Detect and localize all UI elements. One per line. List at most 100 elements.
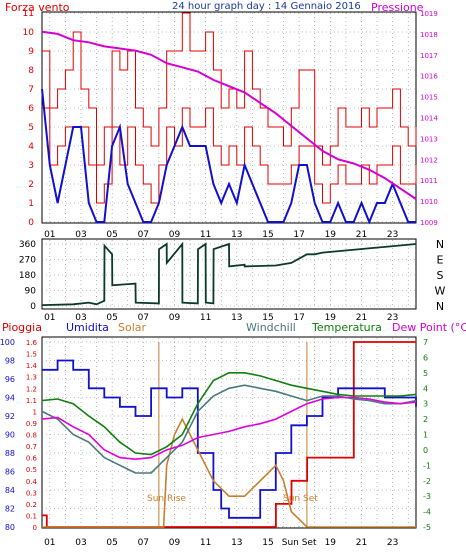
pressure-axis-tick-label: 1016 (420, 73, 438, 81)
humidity-axis-tick-label: 96 (5, 375, 15, 384)
compass-label: N (436, 300, 444, 313)
pressure-axis-tick-label: 1013 (420, 135, 438, 143)
temperature-axis-tick-label: 7 (423, 338, 428, 347)
legend-pioggia: Pioggia (2, 321, 42, 334)
legend-windchill: Windchill (246, 321, 296, 334)
temp-x-tick-label: 05 (106, 538, 117, 548)
legend-dewpoint: Dew Point (°C) (392, 321, 466, 334)
wind-pressure-plot-frame (41, 11, 417, 224)
wind-x-tick-label: 07 (138, 230, 149, 240)
rain-axis-tick-label: 1.5 (26, 351, 37, 359)
direction-x-tick-label: 05 (106, 313, 117, 323)
rain-axis-tick-label: 0.8 (26, 432, 37, 440)
temperature-axis-tick-label: -1 (423, 461, 431, 470)
rain-axis-tick-label: 1.2 (26, 385, 37, 393)
humidity-axis-tick-label: 82 (5, 505, 15, 514)
wind-axis-tick-label: 3 (28, 161, 34, 171)
legend-umidita: Umidita (66, 321, 109, 334)
wind-axis-tick-label: 10 (23, 28, 35, 38)
direction-x-tick-label: 21 (356, 313, 367, 323)
rain-axis-tick-label: 0.2 (26, 501, 37, 509)
wind-axis-tick-label: 11 (23, 9, 34, 19)
temp-humidity-plot-frame (41, 336, 417, 529)
wind-axis-title: Forza vento (5, 1, 70, 14)
humidity-axis-tick-label: 98 (5, 357, 15, 366)
rain-axis-tick-label: 1.6 (26, 339, 38, 347)
humidity-axis-tick-label: 94 (5, 394, 15, 403)
direction-axis-tick-label: 0 (30, 302, 36, 312)
direction-x-tick-label: 19 (325, 313, 337, 323)
temp-x-tick-label: 01 (44, 538, 55, 548)
series-vento-medio (41, 88, 416, 225)
wind-x-tick-label: 13 (231, 230, 242, 240)
direction-axis-tick-label: 180 (19, 271, 36, 281)
pressure-axis-tick-label: 1009 (420, 219, 438, 227)
temp-x-tick-label: 23 (387, 538, 398, 548)
series-windchill (41, 384, 417, 474)
wind-x-tick-label: 01 (44, 230, 55, 240)
series-solar (42, 417, 416, 528)
temp-x-tick-label: 19 (325, 538, 337, 548)
rain-axis-tick-label: 1.4 (26, 362, 38, 370)
temperature-axis-tick-label: 1 (423, 431, 428, 440)
direction-x-tick-label: 09 (169, 313, 181, 323)
rain-axis-tick-label: 0.4 (26, 478, 38, 486)
wind-x-tick-label: 19 (325, 230, 337, 240)
wind-x-tick-label: 21 (356, 230, 367, 240)
direction-x-tick-label: 07 (138, 313, 149, 323)
pressure-axis-tick-label: 1010 (420, 198, 438, 206)
direction-x-tick-label: 13 (231, 313, 242, 323)
pressure-axis-tick-label: 1019 (420, 10, 438, 18)
direction-x-tick-label: 03 (75, 313, 86, 323)
temp-x-tick-label: 09 (169, 538, 181, 548)
series-pressione (41, 30, 417, 200)
wind-x-tick-label: 11 (200, 230, 211, 240)
series-direction (41, 241, 417, 306)
rain-axis-tick-label: 0.3 (26, 489, 37, 497)
compass-label: S (437, 269, 444, 282)
pressure-axis-tick-label: 1015 (420, 94, 438, 102)
wind-x-tick-label: 09 (169, 230, 181, 240)
wind-x-tick-label: 03 (75, 230, 86, 240)
rain-axis-tick-label: 0.1 (26, 512, 37, 520)
temperature-axis-tick-label: 6 (423, 353, 428, 362)
wind-axis-tick-label: 5 (28, 123, 34, 133)
sun-rise-annotation: Sun Rise (147, 494, 186, 504)
humidity-axis-tick-label: 90 (5, 431, 15, 440)
temp-x-tick-label: 07 (138, 538, 149, 548)
series-raffica (42, 12, 417, 166)
wind-axis-tick-label: 2 (28, 180, 34, 190)
temperature-axis-tick-label: 3 (423, 400, 428, 409)
pressure-axis-tick-label: 1014 (420, 115, 438, 123)
compass-label: W (435, 285, 446, 298)
pressure-axis-title: Pressione (371, 1, 424, 14)
wind-axis-tick-label: 1 (28, 199, 34, 209)
compass-label: E (437, 254, 444, 267)
rain-axis-tick-label: 0.9 (26, 420, 37, 428)
compass-label: N (436, 238, 444, 251)
temp-x-tick-label: 11 (200, 538, 211, 548)
rain-axis-tick-label: 1 (33, 408, 37, 416)
temp-x-tick-label: 13 (231, 538, 242, 548)
chart-title: 24 hour graph day : 14 Gennaio 2016 (172, 1, 361, 12)
wind-x-tick-label: 17 (293, 230, 304, 240)
wind-x-tick-label: 23 (387, 230, 398, 240)
temperature-axis-tick-label: 4 (423, 384, 428, 393)
rain-axis-tick-label: 0.5 (26, 466, 37, 474)
humidity-axis-tick-label: 92 (5, 412, 15, 421)
temperature-axis-tick-label: 0 (423, 446, 428, 455)
wind-x-tick-label: 05 (106, 230, 117, 240)
temp-humidity-panel: 80 82 84 86 88 90 92 94 96 98 100 0 0.1 0.2 0.3 0.4 0.5 0… (0, 321, 466, 548)
humidity-axis-tick-label: 88 (5, 449, 15, 458)
series-pioggia (42, 341, 416, 528)
humidity-axis-tick-label: 86 (5, 468, 15, 477)
pressure-axis-tick-label: 1018 (420, 31, 438, 39)
wind-axis-tick-label: 8 (28, 66, 34, 76)
temp-x-tick-label: 03 (75, 538, 86, 548)
rain-axis-tick-label: 0 (33, 524, 37, 532)
pressure-axis-tick-label: 1011 (420, 177, 438, 185)
legend-temperatura: Temperatura (311, 321, 382, 334)
wind-axis-tick-label: 9 (28, 47, 34, 57)
wind-axis-tick-label: 7 (28, 85, 34, 95)
